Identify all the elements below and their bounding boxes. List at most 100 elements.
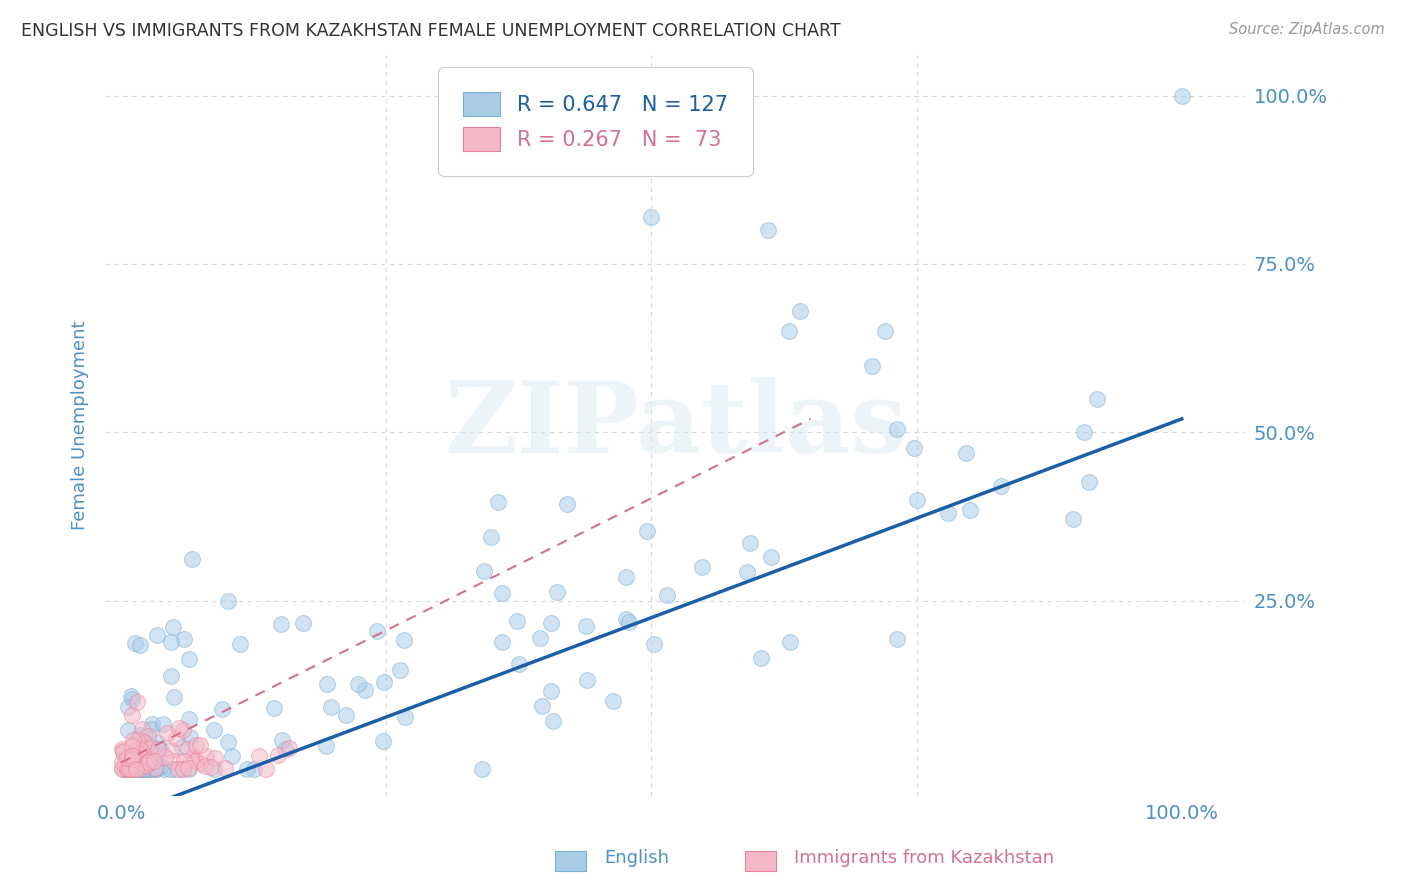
- Point: [555, 497, 578, 511]
- Point: [117, 753, 139, 767]
- Point: [127, 732, 149, 747]
- Point: [121, 755, 143, 769]
- Point: [149, 760, 172, 774]
- Point: [150, 759, 173, 773]
- Point: [271, 733, 294, 747]
- Point: [114, 749, 136, 764]
- Point: [177, 761, 200, 775]
- Point: [136, 762, 159, 776]
- Point: [886, 422, 908, 436]
- Point: [166, 762, 188, 776]
- Point: [217, 594, 239, 608]
- Point: [120, 689, 142, 703]
- Point: [278, 740, 301, 755]
- Point: [121, 753, 143, 767]
- Point: [121, 749, 143, 764]
- Point: [270, 616, 292, 631]
- Point: [347, 677, 370, 691]
- Point: [139, 762, 162, 776]
- Point: [124, 756, 146, 771]
- Point: [125, 762, 148, 776]
- Point: [366, 624, 388, 638]
- Point: [111, 755, 134, 769]
- Point: [148, 741, 170, 756]
- Point: [156, 726, 179, 740]
- Point: [159, 762, 181, 776]
- Point: [121, 708, 143, 723]
- Point: [472, 564, 495, 578]
- Point: [194, 759, 217, 773]
- Point: [122, 733, 145, 747]
- Point: [643, 637, 665, 651]
- Point: [546, 585, 568, 599]
- Point: [903, 441, 925, 455]
- Point: [242, 762, 264, 776]
- Text: ENGLISH VS IMMIGRANTS FROM KAZAKHSTAN FEMALE UNEMPLOYMENT CORRELATION CHART: ENGLISH VS IMMIGRANTS FROM KAZAKHSTAN FE…: [21, 22, 841, 40]
- Point: [150, 743, 173, 757]
- Point: [471, 762, 494, 776]
- Point: [112, 762, 135, 776]
- Point: [267, 747, 290, 762]
- Point: [291, 615, 314, 630]
- Point: [188, 738, 211, 752]
- Point: [614, 612, 637, 626]
- Text: Source: ZipAtlas.com: Source: ZipAtlas.com: [1229, 22, 1385, 37]
- Point: [195, 749, 218, 764]
- Point: [636, 524, 658, 538]
- Point: [128, 728, 150, 742]
- Point: [214, 761, 236, 775]
- Point: [120, 762, 142, 776]
- Point: [163, 690, 186, 704]
- Point: [373, 674, 395, 689]
- Point: [145, 762, 167, 776]
- Point: [479, 530, 502, 544]
- Point: [173, 754, 195, 768]
- Point: [886, 632, 908, 647]
- Point: [177, 712, 200, 726]
- Point: [124, 636, 146, 650]
- Point: [617, 615, 640, 629]
- Point: [1062, 512, 1084, 526]
- Point: [121, 739, 143, 753]
- Point: [740, 536, 762, 550]
- Point: [315, 739, 337, 753]
- Point: [860, 359, 883, 374]
- Point: [162, 619, 184, 633]
- Point: [131, 751, 153, 765]
- Point: [202, 762, 225, 776]
- Point: [394, 710, 416, 724]
- Point: [394, 632, 416, 647]
- Point: [779, 635, 801, 649]
- Point: [129, 762, 152, 776]
- Point: [508, 657, 530, 671]
- Point: [531, 698, 554, 713]
- Point: [614, 570, 637, 584]
- Point: [142, 755, 165, 769]
- Point: [373, 734, 395, 748]
- Point: [138, 755, 160, 769]
- Point: [128, 762, 150, 776]
- Point: [575, 673, 598, 687]
- Point: [162, 754, 184, 768]
- Point: [111, 745, 134, 759]
- Point: [202, 723, 225, 737]
- Point: [121, 692, 143, 706]
- Point: [115, 750, 138, 764]
- Point: [1171, 88, 1194, 103]
- Point: [148, 742, 170, 756]
- Point: [139, 722, 162, 736]
- Point: [200, 760, 222, 774]
- Point: [335, 708, 357, 723]
- Point: [129, 638, 152, 652]
- Point: [179, 730, 201, 744]
- Point: [115, 762, 138, 776]
- Point: [735, 565, 758, 579]
- Point: [152, 762, 174, 776]
- Point: [540, 615, 562, 630]
- Point: [125, 762, 148, 776]
- Point: [388, 663, 411, 677]
- Point: [529, 631, 551, 645]
- Point: [959, 502, 981, 516]
- Point: [274, 742, 297, 756]
- Point: [132, 762, 155, 776]
